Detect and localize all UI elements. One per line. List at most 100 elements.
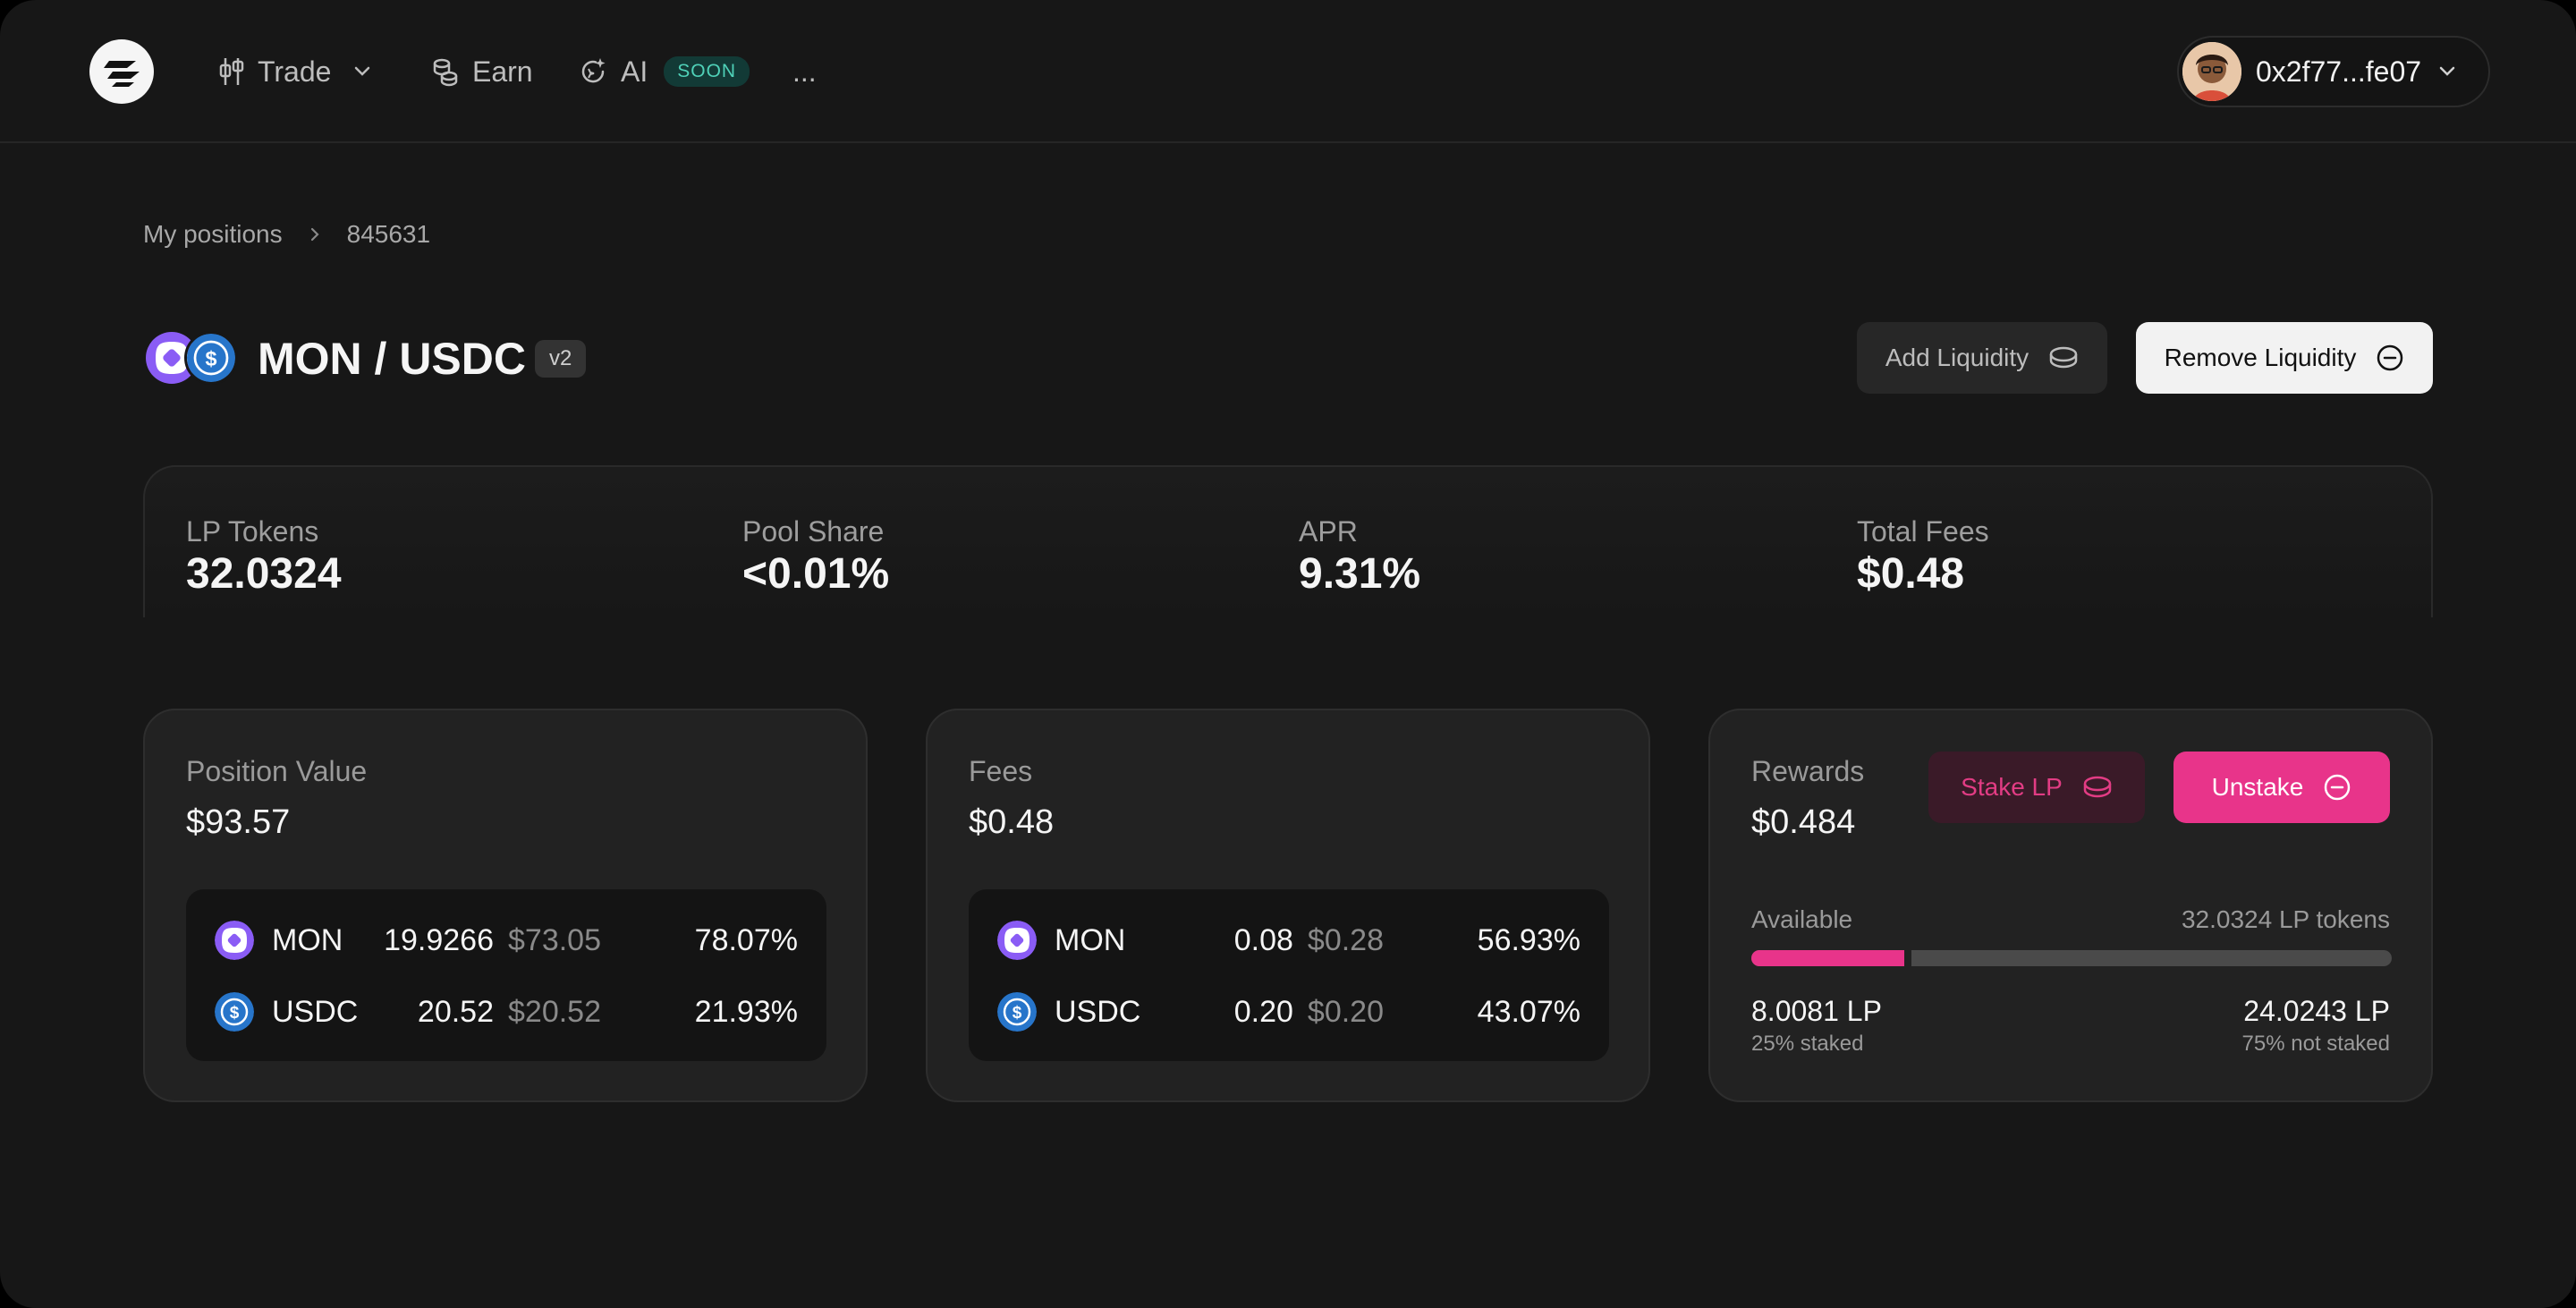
stat-label: LP Tokens <box>186 515 319 548</box>
svg-text:$: $ <box>230 1004 240 1023</box>
trade-candles-icon <box>219 58 244 85</box>
token-amount: 20.52 <box>417 994 494 1029</box>
usdc-token-icon: $ <box>184 331 238 385</box>
available-label: Available <box>1751 905 1853 933</box>
stat-label: APR <box>1299 515 1358 548</box>
chevron-right-icon <box>310 227 319 242</box>
stat-total-fees: Total Fees $0.48 <box>1857 514 1989 599</box>
app-logo[interactable] <box>89 39 154 104</box>
token-percentage: 21.93% <box>694 994 798 1029</box>
stat-label: Pool Share <box>742 515 885 548</box>
breadcrumb: My positions 845631 <box>143 217 430 252</box>
position-value-card: Position Value $93.57 MON 19.9266 $73.05… <box>143 709 868 1102</box>
token-percentage: 43.07% <box>1477 994 1580 1029</box>
list-item: $ USDC 0.20 $0.20 43.07% <box>997 989 1580 1034</box>
fee-breakdown: MON 0.08 $0.28 56.93% $ USDC 0.20 $0.20 … <box>969 889 1609 1061</box>
nav-earn-label: Earn <box>472 55 533 88</box>
unstaked-amount: 24.0243 LP <box>2243 995 2390 1027</box>
staked-amount: 8.0081 LP <box>1751 995 1882 1027</box>
list-item: $ USDC 20.52 $20.52 21.93% <box>215 989 798 1034</box>
token-symbol: USDC <box>1055 994 1141 1029</box>
mon-token-icon <box>997 921 1037 960</box>
position-stats-panel: LP Tokens 32.0324 Pool Share <0.01% APR … <box>143 465 2433 617</box>
ai-refresh-sparkle-icon <box>581 58 606 83</box>
token-amount: 19.9266 <box>384 922 494 957</box>
breadcrumb-current: 845631 <box>346 220 431 248</box>
unstake-label: Unstake <box>2211 773 2304 801</box>
card-value: $0.48 <box>969 803 1055 841</box>
breadcrumb-my-positions-link[interactable]: My positions <box>143 220 283 248</box>
card-value: $93.57 <box>186 803 291 841</box>
stat-value: <0.01% <box>742 550 890 598</box>
token-symbol: MON <box>1055 922 1126 957</box>
coins-icon <box>2083 776 2112 798</box>
staked-amount-block: 8.0081 LP 25% staked <box>1751 993 1882 1059</box>
unstaked-amount-block: 24.0243 LP 75% not staked <box>2242 993 2390 1059</box>
stake-lp-label: Stake LP <box>1961 773 2063 801</box>
token-symbol: MON <box>272 922 343 957</box>
token-amount: 0.08 <box>1233 922 1293 957</box>
staked-progress-fill <box>1751 950 1911 966</box>
chevron-down-icon <box>355 66 370 76</box>
logo-mark-icon <box>104 61 140 87</box>
page-title: MON / USDC <box>258 334 526 384</box>
stat-value: 32.0324 <box>186 550 342 598</box>
coins-stack-icon <box>433 58 458 87</box>
card-value: $0.484 <box>1751 803 1856 841</box>
available-tokens: 32.0324 LP tokens <box>2181 905 2390 933</box>
stat-lp-tokens: LP Tokens 32.0324 <box>186 514 342 599</box>
mon-token-icon <box>146 332 198 384</box>
version-badge: v2 <box>535 340 587 378</box>
fees-card: Fees $0.48 MON 0.08 $0.28 56.93% $ <box>926 709 1650 1102</box>
unstaked-caption: 75% not staked <box>2241 1032 2390 1056</box>
token-usd-value: $0.28 <box>1307 922 1384 957</box>
staked-progress-bar <box>1751 950 2392 966</box>
token-breakdown: MON 19.9266 $73.05 78.07% $ USDC 20.52 $… <box>186 889 826 1061</box>
usdc-token-icon: $ <box>215 992 254 1032</box>
pair-token-icons: $ <box>145 331 242 386</box>
minus-circle-icon <box>2325 774 2351 801</box>
stat-value: $0.48 <box>1857 550 1965 598</box>
token-percentage: 78.07% <box>694 922 798 957</box>
list-item: MON 0.08 $0.28 56.93% <box>997 918 1580 963</box>
chevron-down-icon <box>2439 66 2455 76</box>
nav-more-button[interactable]: ... <box>792 47 817 97</box>
nav-trade[interactable]: Trade <box>218 47 374 97</box>
staked-caption: 25% staked <box>1751 1032 1864 1056</box>
svg-text:$: $ <box>1013 1004 1022 1023</box>
card-label: Position Value <box>186 755 368 787</box>
usdc-token-icon: $ <box>997 992 1037 1032</box>
token-usd-value: $73.05 <box>508 922 601 957</box>
svg-text:$: $ <box>205 347 216 370</box>
nav-earn[interactable]: Earn <box>431 47 533 97</box>
card-label: Fees <box>969 755 1033 787</box>
minus-circle-icon <box>2377 344 2403 371</box>
stat-apr: APR 9.31% <box>1299 514 1420 599</box>
add-liquidity-label: Add Liquidity <box>1885 344 2029 371</box>
mon-token-icon <box>215 921 254 960</box>
remove-liquidity-button[interactable]: Remove Liquidity <box>2136 322 2433 394</box>
nav-ai[interactable]: AI SOON <box>578 47 750 97</box>
nav-ai-label: AI <box>621 55 648 88</box>
coins-icon <box>2049 346 2078 369</box>
token-usd-value: $20.52 <box>508 994 601 1029</box>
token-usd-value: $0.20 <box>1307 994 1384 1029</box>
stat-label: Total Fees <box>1857 515 1989 548</box>
add-liquidity-button[interactable]: Add Liquidity <box>1857 322 2107 394</box>
token-amount: 0.20 <box>1233 994 1293 1029</box>
remove-liquidity-label: Remove Liquidity <box>2164 344 2357 371</box>
stake-lp-button[interactable]: Stake LP <box>1928 752 2145 823</box>
avatar <box>2182 42 2241 101</box>
wallet-account-button[interactable]: 0x2f77...fe07 <box>2177 36 2490 107</box>
top-navigation-bar: Trade Earn AI SOON ... <box>0 0 2576 143</box>
stat-pool-share: Pool Share <0.01% <box>742 514 889 599</box>
stat-value: 9.31% <box>1299 550 1421 598</box>
more-label: ... <box>792 55 817 88</box>
user-avatar-icon <box>2182 42 2241 101</box>
token-percentage: 56.93% <box>1477 922 1580 957</box>
card-label: Rewards <box>1751 755 1865 787</box>
list-item: MON 19.9266 $73.05 78.07% <box>215 918 798 963</box>
unstake-button[interactable]: Unstake <box>2174 752 2390 823</box>
wallet-address: 0x2f77...fe07 <box>2256 55 2422 88</box>
soon-badge: SOON <box>664 56 750 87</box>
